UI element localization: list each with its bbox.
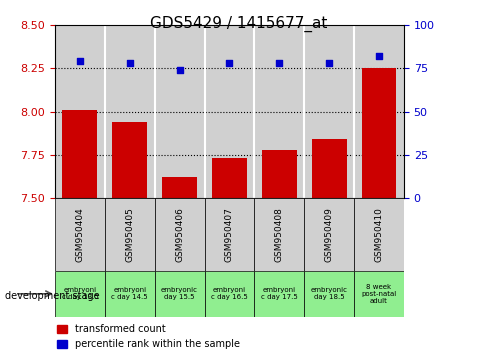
Bar: [254, 25, 304, 198]
Bar: [254, 271, 304, 317]
Text: GSM950408: GSM950408: [275, 207, 284, 262]
Point: [226, 60, 233, 66]
Text: embryoni
c day 13.5: embryoni c day 13.5: [62, 287, 98, 300]
Bar: [354, 198, 404, 271]
Point: [76, 58, 84, 64]
Text: embryoni
c day 14.5: embryoni c day 14.5: [111, 287, 148, 300]
Point: [326, 60, 333, 66]
Point: [176, 67, 184, 73]
Text: GSM950405: GSM950405: [125, 207, 134, 262]
Bar: [254, 198, 304, 271]
Bar: [112, 122, 147, 198]
Text: embryoni
c day 17.5: embryoni c day 17.5: [261, 287, 298, 300]
Text: GDS5429 / 1415677_at: GDS5429 / 1415677_at: [150, 16, 328, 32]
Bar: [205, 198, 254, 271]
Text: embryonic
day 18.5: embryonic day 18.5: [311, 287, 348, 300]
Point: [275, 60, 283, 66]
Point: [126, 60, 133, 66]
Text: embryonic
day 15.5: embryonic day 15.5: [161, 287, 198, 300]
Bar: [155, 271, 205, 317]
Bar: [105, 271, 155, 317]
Bar: [354, 271, 404, 317]
Text: GSM950409: GSM950409: [325, 207, 334, 262]
Bar: [55, 271, 105, 317]
Bar: [205, 25, 254, 198]
Bar: [312, 139, 347, 198]
Bar: [304, 25, 354, 198]
Text: GSM950407: GSM950407: [225, 207, 234, 262]
Bar: [55, 198, 105, 271]
Bar: [354, 25, 404, 198]
Text: GSM950410: GSM950410: [374, 207, 383, 262]
Bar: [155, 25, 205, 198]
Bar: [212, 158, 247, 198]
Text: embryoni
c day 16.5: embryoni c day 16.5: [211, 287, 248, 300]
Text: GSM950404: GSM950404: [76, 207, 85, 262]
Bar: [55, 25, 105, 198]
Text: 8 week
post-natal
adult: 8 week post-natal adult: [361, 284, 397, 304]
Bar: [304, 271, 354, 317]
Point: [375, 53, 383, 59]
Bar: [262, 150, 297, 198]
Bar: [205, 271, 254, 317]
Text: development stage: development stage: [5, 291, 99, 301]
Text: GSM950406: GSM950406: [175, 207, 184, 262]
Bar: [63, 110, 98, 198]
Bar: [361, 68, 396, 198]
Bar: [155, 198, 205, 271]
Bar: [162, 177, 197, 198]
Bar: [105, 25, 155, 198]
Bar: [304, 198, 354, 271]
Legend: transformed count, percentile rank within the sample: transformed count, percentile rank withi…: [57, 324, 240, 349]
Bar: [105, 198, 155, 271]
